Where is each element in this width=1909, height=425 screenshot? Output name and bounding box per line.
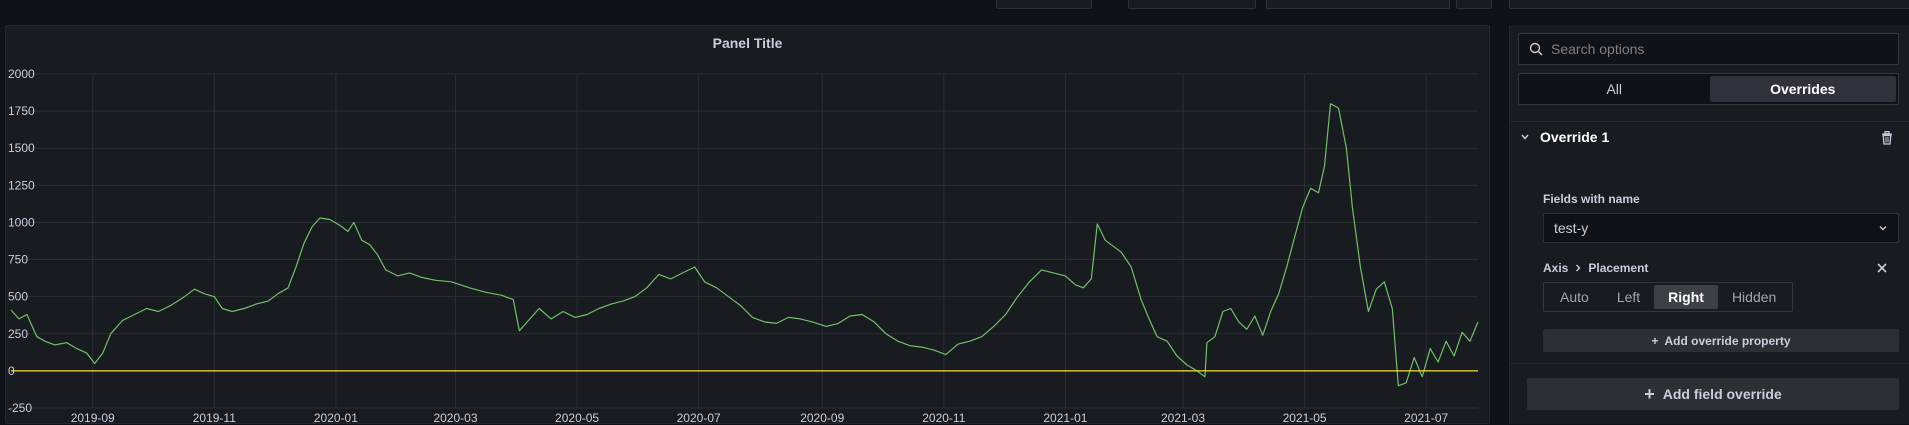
toolbar-button[interactable] [1266,0,1450,9]
y-tick-label: 250 [8,327,28,341]
toolbar-button[interactable] [1128,0,1256,9]
y-tick-label: 750 [8,253,28,267]
override-title: Override 1 [1540,129,1610,145]
y-tick-label: 2000 [8,67,35,81]
x-tick-label: 2020-07 [677,411,721,425]
placement-left[interactable]: Left [1616,289,1641,305]
placement-hidden[interactable]: Hidden [1731,289,1777,305]
tab-overrides[interactable]: Overrides [1709,76,1896,102]
plus-icon: + [1651,333,1659,348]
divider [1510,121,1909,122]
toolbar-button[interactable] [1509,0,1909,9]
search-options-input[interactable] [1549,40,1873,58]
property-name: Placement [1588,261,1649,275]
add-field-override-label: Add field override [1662,386,1782,402]
trash-icon[interactable] [1881,131,1893,145]
plus-icon: + [1644,383,1655,404]
property-category: Axis [1543,261,1569,275]
property-breadcrumb: Axis Placement [1543,261,1648,275]
field-name-select[interactable]: test-y [1543,213,1899,243]
placement-auto[interactable]: Auto [1560,289,1589,305]
placement-radio-group: Auto Left Right Hidden [1543,282,1794,312]
x-tick-label: 2021-05 [1283,411,1327,425]
y-tick-label: 1500 [8,141,35,155]
y-tick-label: 1000 [8,215,35,229]
x-tick-label: 2019-09 [71,411,115,425]
matcher-label: Fields with name [1543,192,1640,206]
x-tick-label: 2019-11 [193,411,236,425]
x-tick-label: 2020-05 [555,411,599,425]
y-tick-label: -250 [8,401,32,415]
toolbar-button[interactable] [996,0,1092,9]
y-tick-label: 500 [8,290,28,304]
x-tick-label: 2020-03 [433,411,477,425]
override-header[interactable]: Override 1 [1520,129,1609,145]
chevron-right-icon [1576,264,1581,272]
x-tick-label: 2021-03 [1161,411,1205,425]
add-override-property-label: Add override property [1664,333,1791,348]
panel-title[interactable]: Panel Title [712,35,783,51]
add-field-override-button[interactable]: + Add field override [1527,378,1899,410]
chevron-down-icon [1879,226,1887,231]
x-tick-label: 2020-11 [922,411,965,425]
close-icon[interactable] [1877,263,1887,273]
options-pane: All Overrides Override 1 Fields with nam… [1509,25,1909,424]
series-line-test-y [10,103,1479,387]
y-tick-label: 1750 [8,104,35,118]
toolbar-button[interactable] [1456,0,1492,9]
placement-right[interactable]: Right [1654,285,1718,309]
chevron-down-icon [1521,134,1529,140]
x-tick-label: 2020-01 [314,411,358,425]
y-tick-label: 1250 [8,178,35,192]
divider [1510,363,1909,364]
x-tick-label: 2021-07 [1404,411,1448,425]
field-name-value: test-y [1554,220,1589,236]
search-options-box[interactable] [1518,33,1899,65]
add-override-property-button[interactable]: + Add override property [1543,329,1899,352]
search-icon [1529,42,1543,56]
tab-all[interactable]: All [1606,81,1623,97]
options-tabs: All Overrides [1518,73,1899,105]
x-tick-label: 2020-09 [800,411,844,425]
chart-panel: Panel Title -250 0 250 500 750 1000 1250 1500 17… [5,25,1491,425]
x-tick-label: 2021-01 [1043,411,1087,425]
